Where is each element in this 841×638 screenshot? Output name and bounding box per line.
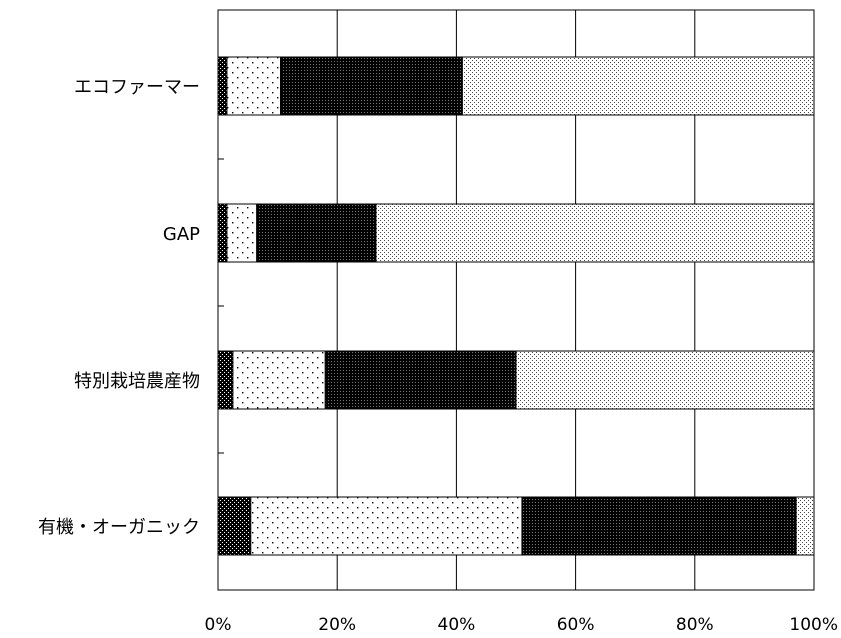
bar-segment <box>232 350 326 410</box>
bar-segment <box>226 203 258 263</box>
x-tick-label: 40% <box>438 615 476 635</box>
category-label: GAP <box>163 224 200 245</box>
bar-segment <box>217 203 228 263</box>
bar-segment <box>217 350 234 410</box>
bar-segment <box>256 203 377 263</box>
bar-segment <box>217 56 228 116</box>
bar-segment <box>375 203 815 263</box>
bar-segment <box>521 496 797 556</box>
bar-segment <box>324 350 517 410</box>
x-tick-label: 0% <box>205 615 232 635</box>
bars-group <box>217 56 815 556</box>
bar-segment <box>226 56 282 116</box>
category-label: 有機・オーガニック <box>38 517 200 538</box>
x-tick-labels: 0% 20% 40% 60% 80% 100% <box>205 615 838 635</box>
bar-segment <box>280 56 463 116</box>
x-tick-label: 80% <box>676 615 714 635</box>
category-label: エコファーマー <box>74 77 200 98</box>
category-label: 特別栽培農産物 <box>74 371 200 392</box>
bar-segment <box>515 350 815 410</box>
x-tick-label: 100% <box>789 615 838 635</box>
bar-segment <box>250 496 523 556</box>
bar-segment <box>217 496 252 556</box>
bar-segment <box>461 56 815 116</box>
x-tick-label: 60% <box>557 615 595 635</box>
x-tick-label: 20% <box>318 615 356 635</box>
axis-ticks <box>218 158 224 454</box>
bar-segment <box>795 496 815 556</box>
